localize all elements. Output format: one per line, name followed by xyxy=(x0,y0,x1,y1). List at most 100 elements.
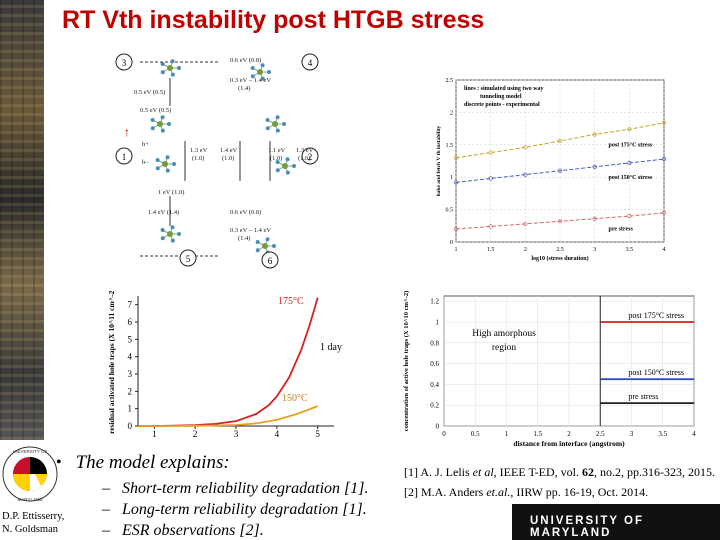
atom xyxy=(265,117,270,122)
atom xyxy=(292,164,296,168)
svg-text:4: 4 xyxy=(308,58,313,68)
atom xyxy=(157,121,163,127)
x-tick-label: 3 xyxy=(630,430,634,438)
x-tick-label: 4 xyxy=(663,247,666,253)
series-label: pre stress xyxy=(609,227,634,233)
x-tick-label: 1 xyxy=(455,247,458,253)
x-tick-label: 1.5 xyxy=(533,430,542,438)
y-tick-label: 0.4 xyxy=(430,381,439,389)
footer-bar xyxy=(512,504,720,540)
atom xyxy=(275,115,280,120)
x-tick-label: 3.5 xyxy=(626,247,634,253)
svg-text:UNIVERSITY OF: UNIVERSITY OF xyxy=(13,449,48,454)
atom xyxy=(177,66,181,70)
atom xyxy=(150,126,155,131)
energy-label: 1.1 eV xyxy=(268,147,286,154)
energy-label: 0.6 eV (0.8) xyxy=(230,209,261,216)
atom xyxy=(160,236,165,241)
x-tick-label: 0.5 xyxy=(471,430,480,438)
series-line xyxy=(455,158,665,183)
series-line xyxy=(138,297,319,427)
data-point xyxy=(453,180,459,185)
sub-bullet: – Short-term reliability degradation [1]. xyxy=(102,480,369,497)
atom xyxy=(265,126,270,131)
x-tick-label: 0 xyxy=(442,430,446,438)
atom xyxy=(260,63,265,68)
y-tick-label: 4 xyxy=(128,352,133,362)
svg-text:5: 5 xyxy=(186,254,191,264)
atom xyxy=(170,225,175,230)
atom xyxy=(250,74,255,79)
atom xyxy=(165,168,170,173)
sub-bullet: – Long-term reliability degradation [1]. xyxy=(102,501,367,518)
atom xyxy=(170,238,175,243)
atom xyxy=(167,231,173,237)
atom xyxy=(160,61,165,66)
y-tick-label: 1.5 xyxy=(446,143,454,149)
series-label: pre stress xyxy=(628,392,658,401)
atom xyxy=(250,65,255,70)
legend-text: tunneling model xyxy=(480,94,522,100)
university-wordmark: UNIVERSITY OF MARYLAND xyxy=(530,515,644,539)
y-tick-label: 3 xyxy=(128,369,133,379)
sub-bullet-text: Short-term reliability degradation [1]. xyxy=(122,480,369,497)
series-label: post 150°C stress xyxy=(609,174,653,181)
y-tick-label: 6 xyxy=(128,317,133,327)
state-circle-6: 6 xyxy=(261,251,279,269)
y-tick-label: 0.2 xyxy=(430,402,439,410)
chart-vth-instability: 1 1.5 2 2.5 3 3.5 4 0 0.5 1 1.5 2 2.5 bake and fetch … xyxy=(432,72,672,262)
university-seal-logo: UNIVERSITY OF MARYLAND xyxy=(2,444,58,504)
slide-title: RT Vth instability post HTGB stress xyxy=(62,6,485,34)
y-axis-label: bake and fetch V th instability xyxy=(436,125,442,196)
y-tick-label: 0.5 xyxy=(446,208,454,214)
svg-text:1: 1 xyxy=(122,152,127,162)
reference-1: [1] A. J. Lelis et al, IEEE T-ED, vol. 6… xyxy=(404,465,715,479)
series-line xyxy=(455,122,665,159)
chart-residual-hole-traps: 1 2 3 4 5 0 1 2 3 4 5 6 7 residual activated hole tra… xyxy=(104,290,354,444)
x-tick-label: 3 xyxy=(593,247,596,253)
y-tick-label: 7 xyxy=(128,300,133,310)
atom xyxy=(255,239,260,244)
y-tick-label: 2.5 xyxy=(446,78,454,84)
energy-label: 0.6 eV (0.8) xyxy=(230,57,261,64)
y-tick-label: 0 xyxy=(450,240,453,246)
data-point xyxy=(453,155,459,160)
data-point xyxy=(661,210,667,215)
y-tick-label: 0.8 xyxy=(430,339,439,347)
svg-text:6: 6 xyxy=(268,256,273,266)
energy-label: 1 eV (1.0) xyxy=(158,189,184,196)
legend-text: discrete points - experimental xyxy=(464,102,540,108)
sub-bullet-text: Long-term reliability degradation [1]. xyxy=(122,501,367,518)
atom xyxy=(272,121,278,127)
atom xyxy=(255,248,260,253)
data-point xyxy=(661,156,667,162)
svg-text:2: 2 xyxy=(308,152,313,162)
y-tick-label: 0 xyxy=(436,423,440,431)
atom xyxy=(155,166,160,171)
x-tick-label: 1 xyxy=(505,430,509,438)
atom xyxy=(257,69,263,75)
reference-2: [2] M.A. Anders et.al., IIRW pp. 16-19, … xyxy=(404,485,649,499)
region-annotation: region xyxy=(492,343,517,353)
x-axis-label: distance from interface (angstrom) xyxy=(513,439,625,448)
atom xyxy=(285,157,290,162)
atom xyxy=(167,122,171,126)
charge-label: h+ xyxy=(142,141,149,148)
energy-label: (1.0) xyxy=(192,155,204,162)
sub-bullet: – ESR observations [2]. xyxy=(102,522,264,539)
energy-label: 1.3 eV xyxy=(190,147,208,154)
atom xyxy=(170,59,175,64)
y-tick-label: 5 xyxy=(128,334,133,344)
x-tick-label: 4 xyxy=(275,429,280,439)
series-line xyxy=(138,405,319,427)
energy-label: 0.3 eV – 1.4 eV xyxy=(230,77,271,84)
data-point xyxy=(523,145,528,150)
atom xyxy=(160,115,165,120)
data-point xyxy=(523,221,528,227)
atom xyxy=(160,128,165,133)
authors: D.P. Ettisserry, N. Goldsman xyxy=(2,511,65,535)
y-tick-label: 2 xyxy=(128,386,133,396)
data-point xyxy=(453,226,459,232)
x-tick-label: 4 xyxy=(692,430,696,438)
energy-label: (1.4) xyxy=(238,235,250,242)
